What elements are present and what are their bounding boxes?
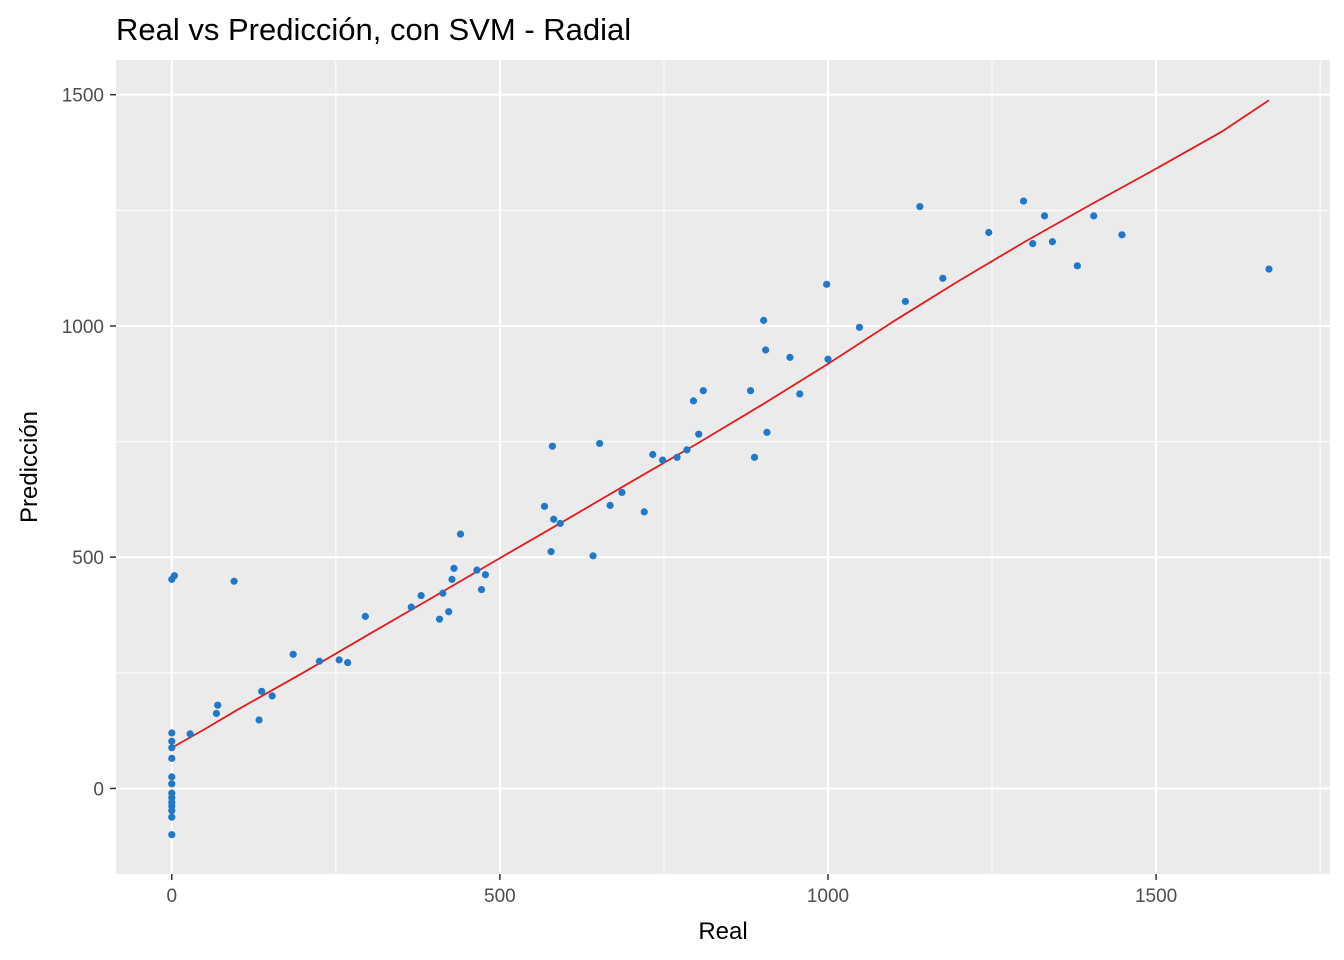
data-point (659, 456, 667, 464)
data-point (335, 656, 343, 664)
data-point (168, 744, 176, 752)
x-tick-label: 1000 (807, 886, 849, 907)
data-point (606, 501, 614, 509)
data-point (417, 591, 425, 600)
data-point (315, 657, 324, 665)
data-point (760, 316, 768, 324)
data-point (255, 716, 263, 724)
plot-panel (116, 60, 1330, 874)
data-point (1118, 231, 1126, 239)
data-point (786, 353, 794, 361)
y-axis-title: Predicción (16, 411, 43, 523)
data-point (824, 355, 832, 363)
x-axis-title: Real (698, 918, 747, 945)
data-point (796, 390, 804, 398)
data-point (683, 446, 691, 454)
data-point (1265, 265, 1273, 273)
data-point (596, 439, 604, 448)
data-point (746, 387, 755, 395)
data-point (1029, 240, 1037, 248)
data-point (540, 502, 549, 510)
data-point (407, 603, 415, 611)
data-point (823, 280, 831, 288)
data-point (673, 453, 681, 461)
data-point (1073, 262, 1081, 270)
data-point (230, 577, 238, 585)
data-point (618, 488, 626, 497)
data-point (916, 203, 924, 211)
data-point (450, 564, 458, 572)
data-point (170, 572, 179, 580)
data-point (1048, 238, 1057, 246)
x-tick-label: 500 (484, 886, 516, 907)
data-point (550, 515, 558, 523)
data-point (214, 701, 222, 709)
data-point (445, 608, 453, 616)
data-point (477, 585, 486, 594)
data-point (212, 709, 221, 718)
fit-line (171, 99, 1270, 749)
data-point (289, 650, 297, 658)
data-point (439, 589, 447, 597)
data-point (168, 754, 176, 762)
y-tick-label: 1000 (62, 317, 104, 338)
data-point (361, 612, 369, 620)
data-point (939, 274, 947, 282)
data-point (556, 519, 564, 528)
data-point (435, 615, 444, 623)
data-point (258, 687, 266, 695)
y-tick-label: 500 (72, 548, 104, 569)
data-point (168, 789, 176, 797)
points-layer (168, 197, 1273, 839)
data-point (168, 831, 176, 839)
data-point (344, 659, 352, 667)
data-point (168, 773, 176, 781)
chart-title: Real vs Predicción, con SVM - Radial (116, 12, 631, 47)
data-point (750, 453, 759, 461)
data-point (186, 730, 194, 738)
tick-labels: 0 500 1000 1500 0 500 1000 1500 (62, 86, 1178, 907)
data-point (649, 450, 657, 459)
data-point (901, 297, 910, 306)
data-point (168, 729, 176, 737)
data-point (1019, 197, 1028, 205)
data-point (1040, 212, 1049, 220)
data-point (547, 548, 555, 556)
data-point (695, 430, 703, 438)
y-tick-label: 1500 (62, 86, 104, 107)
major-gridlines (116, 60, 1330, 874)
fit-line-layer (171, 99, 1270, 749)
data-point (548, 442, 556, 450)
data-point (268, 692, 276, 700)
x-tick-label: 1500 (1135, 886, 1177, 907)
data-point (456, 530, 465, 538)
data-point (481, 571, 490, 579)
data-point (589, 552, 597, 560)
data-point (699, 387, 707, 395)
data-point (1090, 212, 1098, 220)
data-point (855, 323, 864, 331)
data-point (763, 428, 771, 436)
data-point (448, 575, 456, 583)
y-tick-label: 0 (93, 779, 104, 800)
data-point (762, 346, 770, 354)
data-point (985, 228, 993, 237)
x-tick-label: 0 (166, 886, 177, 907)
data-point (168, 780, 176, 788)
minor-gridlines (116, 60, 1330, 874)
axis-ticks (110, 93, 1157, 880)
data-point (689, 397, 698, 405)
data-point (168, 737, 176, 745)
data-point (168, 813, 176, 821)
data-point (473, 566, 481, 574)
data-point (640, 508, 648, 516)
